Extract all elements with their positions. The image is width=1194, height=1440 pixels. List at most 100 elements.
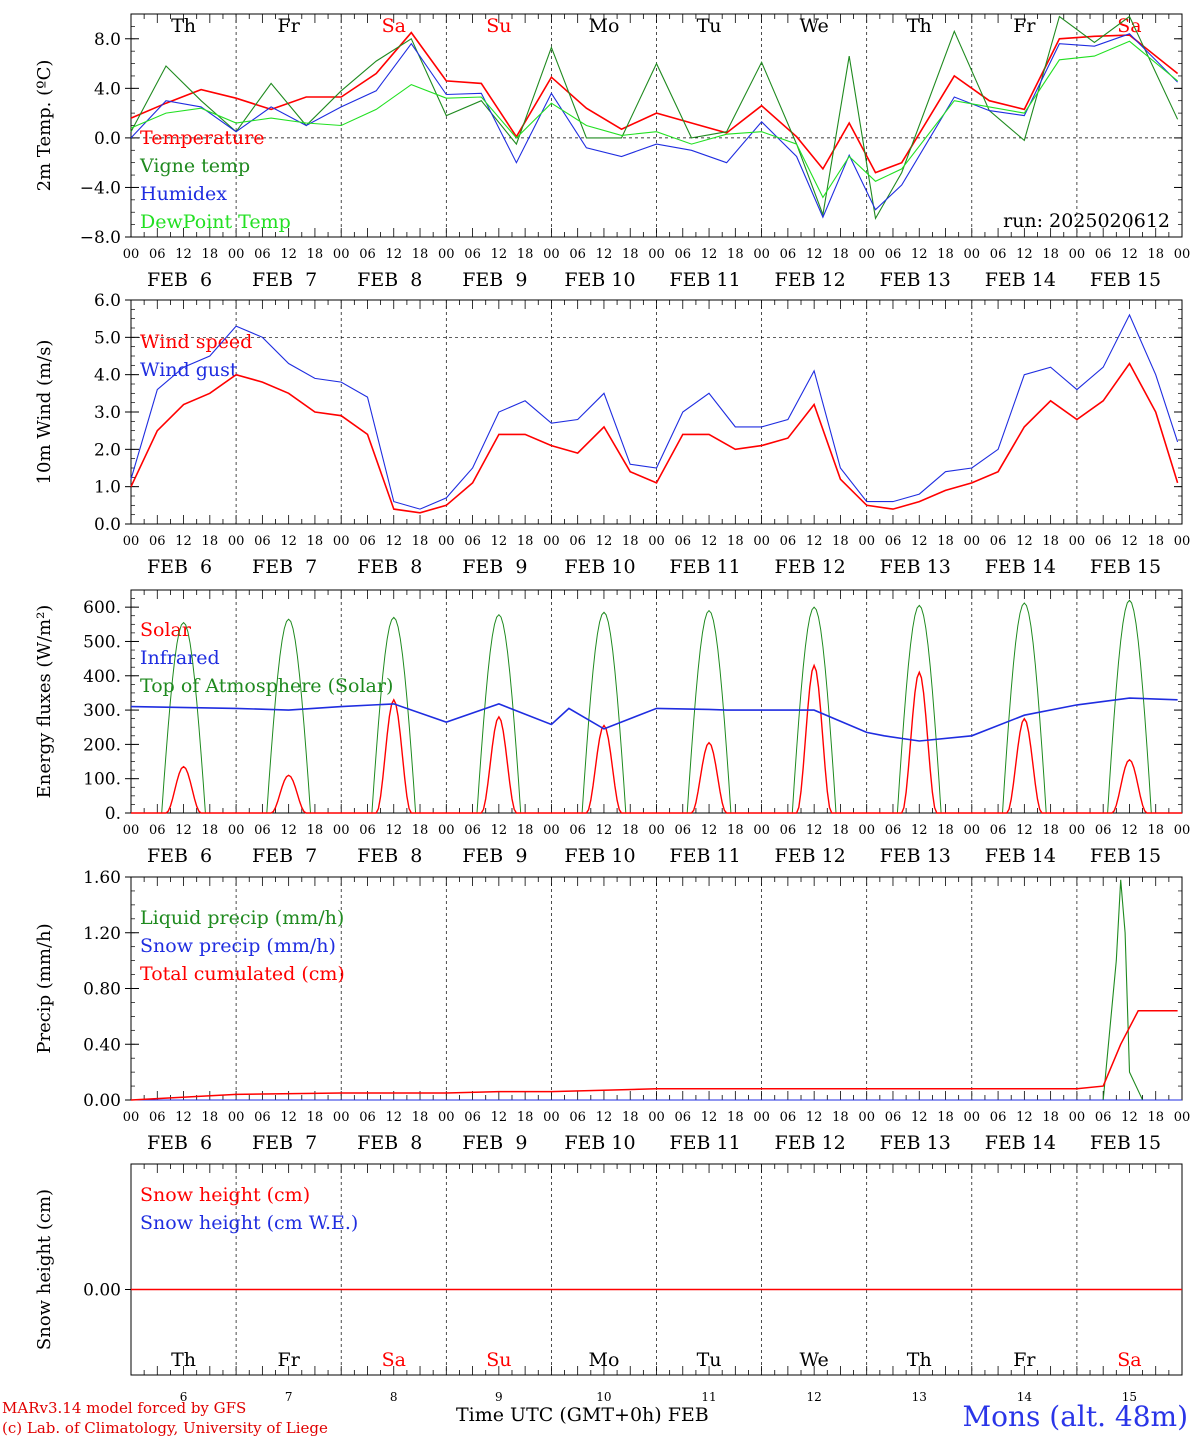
date-label: FEB 7 (252, 1132, 317, 1154)
hour-tick-label: 00 (438, 1110, 455, 1125)
hour-tick-label: 00 (543, 534, 560, 549)
credit-line-2: (c) Lab. of Climatology, University of L… (2, 1419, 328, 1437)
hour-tick-label: 06 (149, 247, 166, 262)
weekday-label: Su (486, 1349, 511, 1371)
legend-vigne-temp: Vigne temp (139, 155, 250, 177)
hour-tick-label: 18 (937, 1110, 954, 1125)
series-line-wind-gust (130, 313, 1179, 510)
hour-tick-label: 18 (412, 823, 429, 838)
hour-tick-label: 00 (333, 1110, 350, 1125)
hour-tick-label: 18 (832, 247, 849, 262)
hour-tick-label: 18 (517, 247, 534, 262)
hour-tick-label: 18 (1147, 1110, 1164, 1125)
plot-frame (130, 13, 1183, 238)
hour-tick-label: 18 (832, 1110, 849, 1125)
hour-tick-label: 06 (359, 534, 376, 549)
credit-line-1: MARv3.14 model forced by GFS (2, 1399, 247, 1417)
y-tick-label: 400. (83, 667, 121, 687)
hour-tick-label: 18 (202, 534, 219, 549)
hour-tick-label: 00 (1069, 534, 1086, 549)
hour-tick-label: 12 (1016, 823, 1033, 838)
time-axis-label: Time UTC (GMT+0h) FEB (456, 1404, 709, 1426)
weekday-label: Sa (382, 1349, 406, 1371)
hour-tick-label: 12 (175, 534, 192, 549)
weekday-label: Fr (278, 1349, 301, 1371)
hour-tick-label: 18 (727, 1110, 744, 1125)
hour-tick-label: 06 (149, 823, 166, 838)
y-tick-label: 2.0 (94, 440, 121, 460)
weekday-label: Sa (382, 15, 406, 37)
day-number-label: 11 (701, 1390, 716, 1404)
hour-tick-label: 06 (464, 247, 481, 262)
hour-tick-label: 12 (491, 534, 508, 549)
y-tick-label: 0.40 (83, 1035, 121, 1055)
series-line-temperature (130, 31, 1179, 174)
y-axis-title: Energy fluxes (W/m²) (34, 605, 55, 799)
hour-tick-label: 12 (596, 1110, 613, 1125)
date-label: FEB 7 (252, 269, 317, 291)
date-label: FEB 15 (1090, 1132, 1161, 1154)
hour-tick-label: 06 (885, 823, 902, 838)
hour-tick-label: 00 (753, 534, 770, 549)
date-label: FEB 13 (880, 845, 951, 867)
hour-tick-label: 18 (622, 823, 639, 838)
hour-tick-label: 18 (727, 823, 744, 838)
date-label: FEB 11 (669, 845, 740, 867)
date-label: FEB 10 (564, 845, 635, 867)
date-label: FEB 9 (462, 556, 527, 578)
weekday-label: Th (171, 15, 196, 37)
weekday-label: Mo (588, 1349, 619, 1371)
date-label: FEB 13 (880, 556, 951, 578)
y-tick-label: 4.0 (94, 79, 121, 99)
hour-tick-label: 18 (1042, 823, 1059, 838)
hour-tick-label: 18 (412, 534, 429, 549)
date-label: FEB 13 (880, 1132, 951, 1154)
day-number-label: 12 (807, 1390, 822, 1404)
hour-tick-label: 12 (911, 534, 928, 549)
y-tick-label: 0.80 (83, 980, 121, 1000)
weekday-label: Tu (697, 15, 722, 37)
hour-tick-label: 00 (333, 534, 350, 549)
y-tick-label: 8.0 (94, 30, 121, 50)
hour-tick-label: 00 (123, 1110, 140, 1125)
hour-tick-label: 12 (806, 247, 823, 262)
legend-total-cumulated-cm-: Total cumulated (cm) (140, 963, 345, 985)
hour-tick-label: 12 (491, 823, 508, 838)
legend-liquid-precip-mm-h-: Liquid precip (mm/h) (140, 907, 344, 929)
hour-tick-label: 18 (517, 1110, 534, 1125)
hour-tick-label: 00 (228, 247, 245, 262)
weekday-label: Tu (697, 1349, 722, 1371)
date-label: FEB 14 (985, 556, 1056, 578)
hour-tick-label: 12 (280, 534, 297, 549)
hour-tick-label: 12 (1121, 247, 1138, 262)
hour-tick-label: 00 (1069, 1110, 1086, 1125)
hour-tick-label: 06 (990, 823, 1007, 838)
day-number-label: 8 (390, 1390, 398, 1404)
hour-tick-label: 00 (123, 247, 140, 262)
weekday-label: Mo (588, 15, 619, 37)
hour-tick-label: 12 (175, 1110, 192, 1125)
date-label: FEB 12 (775, 269, 846, 291)
hour-tick-label: 00 (858, 823, 875, 838)
hour-tick-label: 18 (937, 823, 954, 838)
hour-tick-label: 12 (280, 247, 297, 262)
date-label: FEB 12 (775, 556, 846, 578)
hour-tick-label: 06 (569, 1110, 586, 1125)
date-label: FEB 11 (669, 1132, 740, 1154)
hour-tick-label: 00 (858, 534, 875, 549)
hour-tick-label: 18 (832, 823, 849, 838)
weekday-label: Fr (278, 15, 301, 37)
y-axis-title: Snow height (cm) (34, 1189, 55, 1350)
hour-tick-label: 00 (438, 247, 455, 262)
hour-tick-label: 18 (307, 823, 324, 838)
series-line-humidex (130, 33, 1178, 219)
day-number-label: 14 (1017, 1390, 1033, 1404)
panel-3: 0. 100. 200. 300. 400. 500. 600. Energy fluxes … (34, 589, 1190, 867)
hour-tick-label: 12 (596, 823, 613, 838)
hour-tick-label: 12 (1016, 1110, 1033, 1125)
hour-tick-label: 00 (543, 823, 560, 838)
date-label: FEB 9 (462, 845, 527, 867)
series-line-wind-speed (130, 361, 1179, 514)
date-label: FEB 10 (564, 556, 635, 578)
hour-tick-label: 06 (885, 247, 902, 262)
